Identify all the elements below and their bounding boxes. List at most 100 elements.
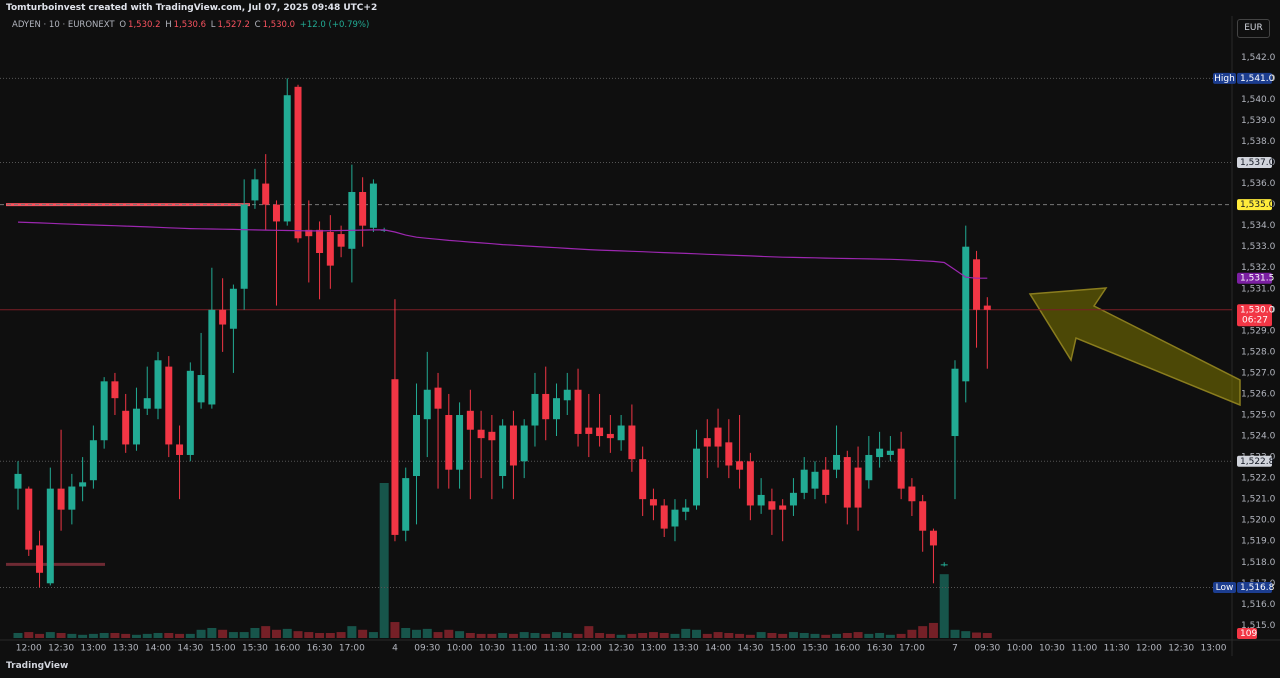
candle-body: [423, 389, 431, 420]
x-tick-label: 17:00: [339, 644, 365, 654]
x-tick-label: 12:00: [576, 644, 602, 654]
x-tick-label: 7: [952, 644, 958, 654]
o-key: O: [119, 20, 127, 30]
candle-body: [165, 366, 173, 445]
volume-bar: [487, 633, 497, 638]
x-tick-label: 13:30: [113, 644, 139, 654]
x-tick-label: 16:00: [834, 644, 860, 654]
volume-bar: [724, 632, 734, 638]
price-marker: [1237, 455, 1272, 467]
volume-bar: [24, 632, 34, 638]
volume-bar: [735, 633, 745, 638]
y-tick-label: 1,534.0: [1241, 221, 1276, 231]
volume-bar: [379, 483, 389, 638]
candle-body: [14, 473, 22, 489]
volume-bar: [508, 633, 518, 638]
x-tick-label: 13:30: [673, 644, 699, 654]
x-tick-label: 4: [392, 644, 398, 654]
candle-body: [488, 431, 496, 441]
x-tick-label: 11:00: [1071, 644, 1097, 654]
y-tick-label: 1,540.0: [1241, 95, 1276, 105]
volume-bar: [304, 632, 314, 638]
candle-body: [240, 204, 248, 289]
volume-bar: [767, 632, 777, 638]
candle-body: [757, 494, 765, 506]
candle-body: [596, 427, 604, 437]
volume-bar: [799, 632, 809, 638]
x-tick-label: 14:00: [705, 644, 731, 654]
volume-bar: [982, 633, 992, 638]
candle-body: [391, 379, 399, 535]
vwap-line: [17, 221, 988, 279]
candle-body: [499, 425, 507, 477]
change: +12.0 (+0.79%): [299, 20, 370, 30]
candle-body: [693, 448, 701, 506]
candle-body: [456, 414, 464, 470]
candle-body: [36, 545, 44, 573]
volume-bar: [325, 632, 335, 638]
candle-body: [89, 440, 97, 481]
plot: 1,515.01,516.01,517.01,518.01,519.01,520…: [0, 53, 1276, 654]
tag-label: High: [1214, 74, 1235, 84]
y-tick-label: 1,522.0: [1241, 474, 1276, 484]
brand: TradingView: [6, 661, 69, 671]
candle-body: [897, 448, 905, 489]
price-marker: [1237, 199, 1272, 211]
candle-body: [122, 410, 130, 445]
volume-bar: [745, 634, 755, 638]
candle-body: [531, 393, 539, 426]
volume-bar: [896, 633, 906, 638]
y-tick-label: 1,532.0: [1241, 263, 1276, 273]
volume-bar: [756, 632, 766, 638]
candle-body: [186, 370, 194, 455]
volume-bar: [562, 632, 572, 638]
candle-body: [843, 457, 851, 508]
x-tick-label: 10:00: [1007, 644, 1033, 654]
candle-body: [714, 427, 722, 447]
candle-body: [197, 375, 205, 403]
x-tick-label: 16:30: [867, 644, 893, 654]
candle-body: [574, 389, 582, 434]
price-marker: [1237, 72, 1272, 84]
c-key: C: [254, 20, 261, 30]
o-value: 1,530.2: [128, 20, 161, 30]
candle-body: [466, 410, 474, 430]
volume-bar: [875, 632, 885, 638]
x-tick-label: 17:00: [899, 644, 925, 654]
tag-label: Low: [1216, 583, 1234, 593]
x-tick-label: 10:30: [479, 644, 505, 654]
volume-bar: [972, 632, 982, 638]
price-marker-label: 1,541.0: [1240, 74, 1275, 84]
volume-bar: [411, 629, 421, 638]
candle-body: [833, 454, 841, 470]
candle-body: [811, 471, 819, 489]
candle-body: [563, 389, 571, 401]
volume-bar: [648, 632, 658, 638]
candle-body: [746, 461, 754, 506]
x-tick-label: 12:00: [16, 644, 42, 654]
volume-bar: [939, 574, 949, 638]
candle-body: [682, 507, 690, 512]
x-tick-label: 14:30: [737, 644, 763, 654]
candle-body: [919, 501, 927, 531]
volume-bar: [788, 632, 798, 638]
candle-body: [143, 398, 151, 409]
candle-body: [348, 191, 356, 249]
currency-button[interactable]: EUR: [1237, 19, 1270, 38]
candle-body: [940, 564, 948, 566]
volume-bar: [45, 632, 55, 638]
volume-bar: [67, 633, 77, 638]
volume-bar: [422, 628, 432, 638]
h-value: 1,530.6: [173, 20, 207, 30]
price-marker-label: 1,522.8: [1240, 457, 1275, 467]
candle-body: [768, 501, 776, 510]
y-tick-label: 1,526.0: [1241, 389, 1276, 399]
volume-bar: [519, 632, 529, 638]
candle-body: [908, 486, 916, 502]
x-tick-label: 09:30: [974, 644, 1000, 654]
x-tick-label: 11:00: [511, 644, 537, 654]
candle-body: [606, 433, 614, 439]
candle-body: [477, 429, 485, 439]
volume-bar: [476, 633, 486, 638]
